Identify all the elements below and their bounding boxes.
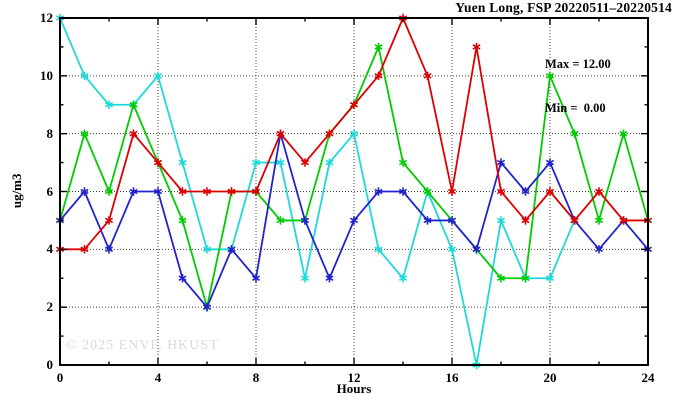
y-tick-label: 12 — [40, 10, 53, 25]
data-marker-green — [178, 216, 187, 225]
x-tick-label: 16 — [445, 370, 459, 385]
data-marker-blue — [447, 216, 457, 225]
data-marker-blue — [178, 274, 187, 283]
data-marker-blue — [545, 158, 555, 167]
data-marker-cyan — [496, 216, 506, 225]
data-marker-red — [374, 71, 383, 81]
data-marker-red — [447, 187, 457, 196]
data-marker-blue — [521, 187, 530, 196]
x-tick-label: 4 — [154, 370, 162, 385]
data-marker-cyan — [374, 245, 383, 254]
data-marker-blue — [325, 274, 334, 283]
x-tick-label: 0 — [56, 370, 64, 385]
min-value-label: Min = 0.00 — [545, 100, 606, 115]
data-marker-red — [300, 158, 310, 167]
data-marker-cyan — [276, 158, 285, 167]
data-marker-green — [398, 158, 408, 167]
chart-title: Yuen Long, FSP 20220511–20220514 — [455, 0, 672, 15]
x-tick-label: 8 — [252, 370, 260, 385]
y-tick-label: 8 — [46, 125, 54, 141]
data-marker-green — [619, 129, 628, 138]
data-marker-blue — [227, 245, 236, 254]
y-tick-label: 0 — [46, 357, 54, 372]
max-value-label: Max = 12.00 — [545, 57, 611, 71]
x-tick-label: 20 — [543, 370, 557, 385]
data-marker-red — [202, 187, 212, 196]
data-marker-blue — [398, 187, 408, 196]
data-marker-green — [104, 187, 114, 196]
data-marker-green — [521, 274, 530, 283]
data-marker-green — [570, 129, 579, 138]
x-tick-label: 12 — [347, 370, 361, 385]
stats-annotation: Max = 12.00 Min = 0.00 — [545, 28, 611, 144]
data-marker-cyan — [202, 245, 212, 254]
data-marker-red — [80, 245, 89, 254]
data-marker-blue — [153, 187, 163, 196]
data-marker-cyan — [178, 158, 187, 167]
data-marker-blue — [202, 302, 212, 312]
data-marker-red — [619, 216, 628, 225]
data-marker-cyan — [251, 158, 261, 167]
data-marker-red — [472, 42, 481, 52]
data-marker-cyan — [104, 100, 114, 109]
data-marker-blue — [80, 187, 89, 196]
data-marker-red — [129, 129, 138, 138]
data-marker-red — [153, 158, 163, 167]
x-axis-title: Hours — [336, 381, 372, 396]
data-marker-cyan — [398, 274, 408, 283]
data-marker-red — [594, 187, 604, 196]
data-marker-blue — [472, 245, 481, 254]
data-marker-cyan — [325, 158, 334, 167]
watermark: © 2025 ENVF, HKUST — [66, 338, 219, 353]
data-marker-green — [80, 129, 89, 138]
data-marker-red — [545, 187, 555, 196]
data-marker-blue — [251, 274, 261, 283]
y-tick-label: 6 — [46, 183, 54, 199]
data-marker-red — [570, 216, 579, 225]
data-marker-red — [521, 216, 530, 225]
data-marker-blue — [496, 158, 506, 167]
data-marker-red — [423, 71, 432, 81]
y-tick-label: 4 — [46, 241, 54, 257]
data-marker-blue — [300, 216, 310, 225]
data-marker-green — [374, 42, 383, 52]
data-marker-red — [496, 187, 506, 196]
data-marker-blue — [374, 187, 383, 196]
data-marker-green — [129, 100, 138, 109]
data-marker-blue — [104, 245, 114, 254]
data-marker-cyan — [300, 274, 310, 283]
data-marker-green — [276, 216, 285, 225]
y-tick-label: 10 — [40, 67, 53, 83]
data-marker-red — [325, 129, 334, 138]
data-marker-red — [104, 216, 114, 225]
data-marker-blue — [129, 187, 138, 196]
y-tick-label: 2 — [46, 299, 54, 315]
data-marker-green — [496, 274, 506, 283]
data-marker-cyan — [447, 245, 457, 254]
data-marker-cyan — [80, 71, 89, 81]
data-marker-cyan — [349, 129, 359, 138]
series-line-cyan — [59, 17, 576, 366]
data-marker-blue — [349, 216, 359, 225]
data-marker-blue — [423, 216, 432, 225]
data-marker-red — [349, 100, 359, 109]
data-marker-green — [594, 216, 604, 225]
x-tick-label: 24 — [641, 370, 655, 385]
data-marker-green — [545, 71, 555, 81]
data-marker-red — [227, 187, 236, 196]
data-marker-blue — [594, 245, 604, 254]
data-marker-cyan — [545, 274, 555, 283]
data-marker-green — [423, 187, 432, 196]
data-marker-cyan — [153, 71, 163, 81]
data-marker-red — [178, 187, 187, 196]
data-marker-red — [251, 187, 261, 196]
data-marker-red — [276, 129, 285, 138]
